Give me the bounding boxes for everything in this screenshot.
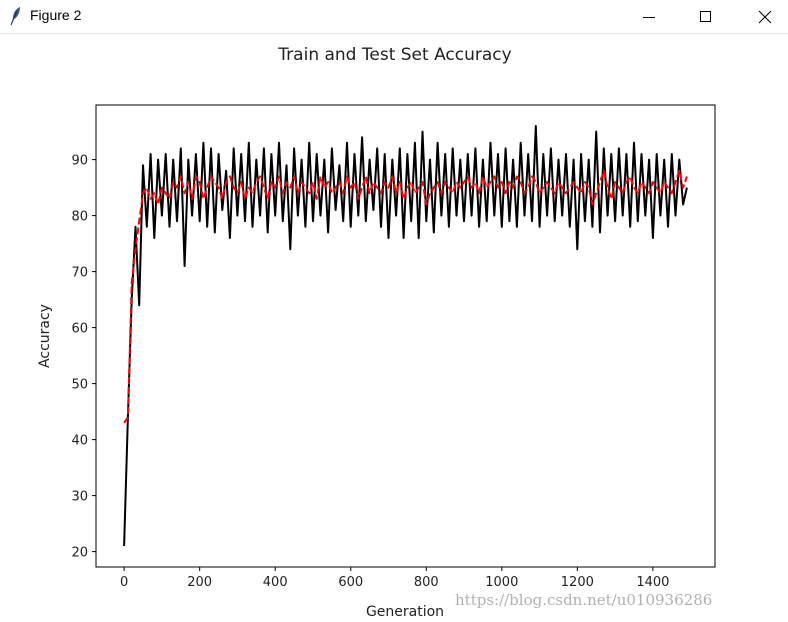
test-accuracy-line — [123, 169, 688, 424]
minimize-button[interactable] — [626, 0, 672, 33]
window-titlebar: Figure 2 — [0, 0, 788, 34]
x-tick-label: 200 — [187, 575, 212, 590]
y-tick-label: 50 — [71, 378, 88, 393]
y-tick-label: 80 — [71, 210, 88, 225]
y-tick-label: 60 — [71, 322, 88, 337]
x-tick-label: 0 — [120, 575, 128, 590]
x-tick-label: 400 — [263, 575, 288, 590]
x-tick-label: 800 — [414, 575, 439, 590]
feather-icon — [10, 7, 20, 26]
maximize-icon — [700, 10, 711, 22]
y-tick-label: 70 — [71, 266, 88, 281]
x-tick-label: 1400 — [636, 575, 669, 590]
close-button[interactable] — [742, 0, 788, 33]
x-axis-label: Generation — [366, 604, 444, 620]
y-axis-label: Accuracy — [37, 304, 53, 368]
x-tick-label: 1200 — [561, 575, 594, 590]
y-tick-label: 30 — [71, 490, 88, 505]
watermark: https://blog.csdn.net/u010936286 — [455, 591, 713, 609]
maximize-button[interactable] — [683, 0, 729, 33]
plot-frame — [95, 104, 716, 568]
y-tick-label: 20 — [71, 546, 88, 561]
x-tick-label: 1000 — [485, 575, 518, 590]
y-tick-label: 40 — [71, 434, 88, 449]
close-icon — [758, 10, 772, 23]
train-accuracy-line — [123, 125, 688, 547]
chart-title: Train and Test Set Accuracy — [277, 45, 511, 65]
y-tick-label: 90 — [71, 154, 88, 169]
chart: Train and Test Set Accuracy 0 200 400 600 80… — [37, 45, 716, 620]
window-title: Figure 2 — [30, 7, 82, 23]
x-tick-label: 600 — [338, 575, 363, 590]
minimize-icon — [643, 16, 655, 18]
